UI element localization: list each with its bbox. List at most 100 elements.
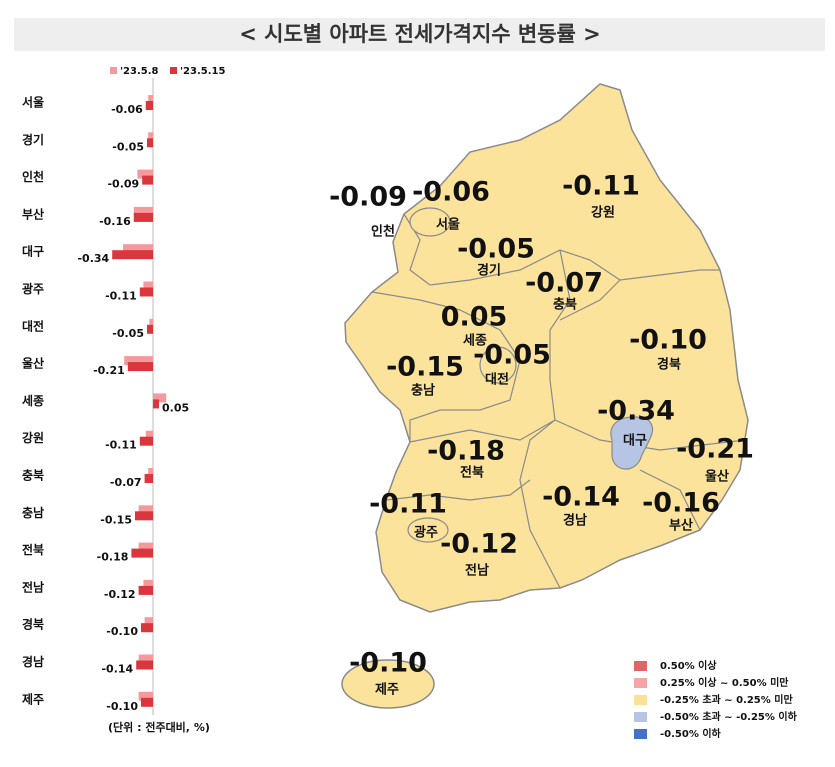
bar bbox=[133, 206, 153, 216]
region-name: 제주 bbox=[375, 683, 399, 698]
value-label: -0.15 bbox=[100, 513, 132, 526]
region-value: -0.21 bbox=[676, 434, 754, 465]
map-legend-swatch bbox=[634, 678, 647, 688]
value-label: -0.06 bbox=[111, 103, 143, 116]
region-value: -0.34 bbox=[597, 396, 675, 427]
bar bbox=[144, 474, 153, 483]
boundary bbox=[409, 419, 746, 451]
category-label: 부산 bbox=[22, 206, 44, 221]
bar bbox=[148, 95, 153, 104]
daegu bbox=[610, 416, 654, 470]
region-name: 세종 bbox=[463, 334, 487, 349]
bar bbox=[133, 212, 153, 222]
bar bbox=[145, 430, 153, 440]
region-name: 대전 bbox=[485, 372, 509, 388]
daejeon bbox=[479, 346, 517, 384]
value-label: -0.34 bbox=[77, 252, 109, 265]
bar bbox=[137, 169, 153, 179]
category-label: 전남 bbox=[22, 579, 44, 594]
value-label: -0.12 bbox=[104, 588, 136, 601]
value-label: -0.11 bbox=[105, 439, 137, 452]
bar bbox=[153, 399, 159, 409]
bar bbox=[136, 660, 153, 670]
category-label: 충남 bbox=[22, 505, 44, 520]
bar bbox=[138, 505, 153, 515]
bar bbox=[144, 617, 153, 627]
bar bbox=[147, 138, 153, 148]
region-name: 부산 bbox=[669, 518, 693, 534]
value-label: -0.10 bbox=[106, 700, 138, 713]
category-label: 서울 bbox=[22, 95, 44, 110]
region-name: 전북 bbox=[460, 465, 484, 481]
category-label: 경북 bbox=[22, 618, 44, 632]
value-label: -0.21 bbox=[93, 364, 125, 377]
bar bbox=[112, 250, 153, 260]
title: < 시도별 아파트 전세가격지수 변동률 > bbox=[239, 22, 601, 46]
bar bbox=[138, 654, 153, 664]
region-value: 0.05 bbox=[441, 302, 508, 333]
region-name: 충북 bbox=[553, 297, 577, 313]
bar bbox=[147, 324, 153, 334]
region-value: -0.16 bbox=[642, 488, 720, 519]
seoul bbox=[409, 207, 451, 237]
region-value: -0.05 bbox=[473, 340, 551, 371]
region-value: -0.12 bbox=[440, 529, 518, 560]
boundary bbox=[385, 479, 531, 501]
map-legend-label: -0.50% 이하 bbox=[660, 727, 722, 740]
map-legend-swatch bbox=[634, 695, 647, 705]
region-name: 충남 bbox=[411, 383, 435, 399]
category-label: 울산 bbox=[22, 356, 44, 371]
category-label: 대구 bbox=[22, 245, 44, 259]
bar bbox=[138, 542, 153, 552]
legend-label: '23.5.8 bbox=[120, 66, 159, 77]
legend-swatch bbox=[110, 67, 117, 74]
category-label: 인천 bbox=[22, 169, 44, 184]
region-value: -0.11 bbox=[562, 171, 640, 202]
bar bbox=[145, 101, 153, 110]
region-name: 대구 bbox=[623, 434, 647, 449]
region-value: -0.10 bbox=[629, 325, 707, 356]
category-label: 경남 bbox=[22, 654, 44, 669]
region-name: 인천 bbox=[371, 224, 395, 240]
category-label: 전북 bbox=[22, 542, 44, 557]
region-value: -0.06 bbox=[412, 177, 490, 208]
boundary bbox=[371, 291, 521, 442]
category-label: 강원 bbox=[22, 431, 44, 445]
bar bbox=[148, 468, 153, 477]
region-value: -0.09 bbox=[329, 182, 407, 213]
map-legend-label: 0.50% 이상 bbox=[660, 659, 717, 672]
region-value: -0.11 bbox=[369, 489, 447, 520]
map-legend-label: 0.25% 이상 ~ 0.50% 미만 bbox=[660, 676, 789, 689]
bar bbox=[143, 579, 153, 589]
jeju bbox=[341, 659, 435, 709]
bar bbox=[139, 287, 153, 297]
bar bbox=[123, 244, 153, 254]
value-label: -0.18 bbox=[97, 551, 129, 564]
title-bar bbox=[14, 18, 825, 51]
unit-note: (단위 : 전주대비, %) bbox=[108, 720, 210, 734]
boundary bbox=[639, 469, 701, 531]
category-label: 광주 bbox=[22, 281, 44, 296]
map-legend-label: -0.50% 초과 ~ -0.25% 이하 bbox=[660, 710, 798, 723]
value-label: -0.09 bbox=[107, 178, 139, 191]
legend-swatch bbox=[170, 67, 177, 74]
region-value: -0.05 bbox=[457, 234, 535, 265]
bar bbox=[138, 585, 153, 595]
bar bbox=[148, 132, 153, 142]
map-legend-swatch bbox=[634, 712, 647, 722]
region-value: -0.14 bbox=[542, 482, 620, 513]
region-value: -0.18 bbox=[427, 436, 505, 467]
value-label: -0.11 bbox=[105, 290, 137, 303]
category-label: 세종 bbox=[22, 393, 44, 408]
region-name: 강원 bbox=[591, 205, 615, 221]
region-value: -0.07 bbox=[525, 268, 603, 299]
bar bbox=[124, 356, 153, 366]
region-name: 경남 bbox=[563, 513, 587, 529]
value-label: -0.16 bbox=[99, 215, 131, 228]
bar bbox=[139, 436, 153, 446]
map-legend-label: -0.25% 초과 ~ 0.25% 미만 bbox=[660, 693, 793, 706]
map-legend-swatch bbox=[634, 661, 647, 671]
category-label: 경기 bbox=[22, 132, 44, 147]
value-label: 0.05 bbox=[162, 401, 189, 414]
